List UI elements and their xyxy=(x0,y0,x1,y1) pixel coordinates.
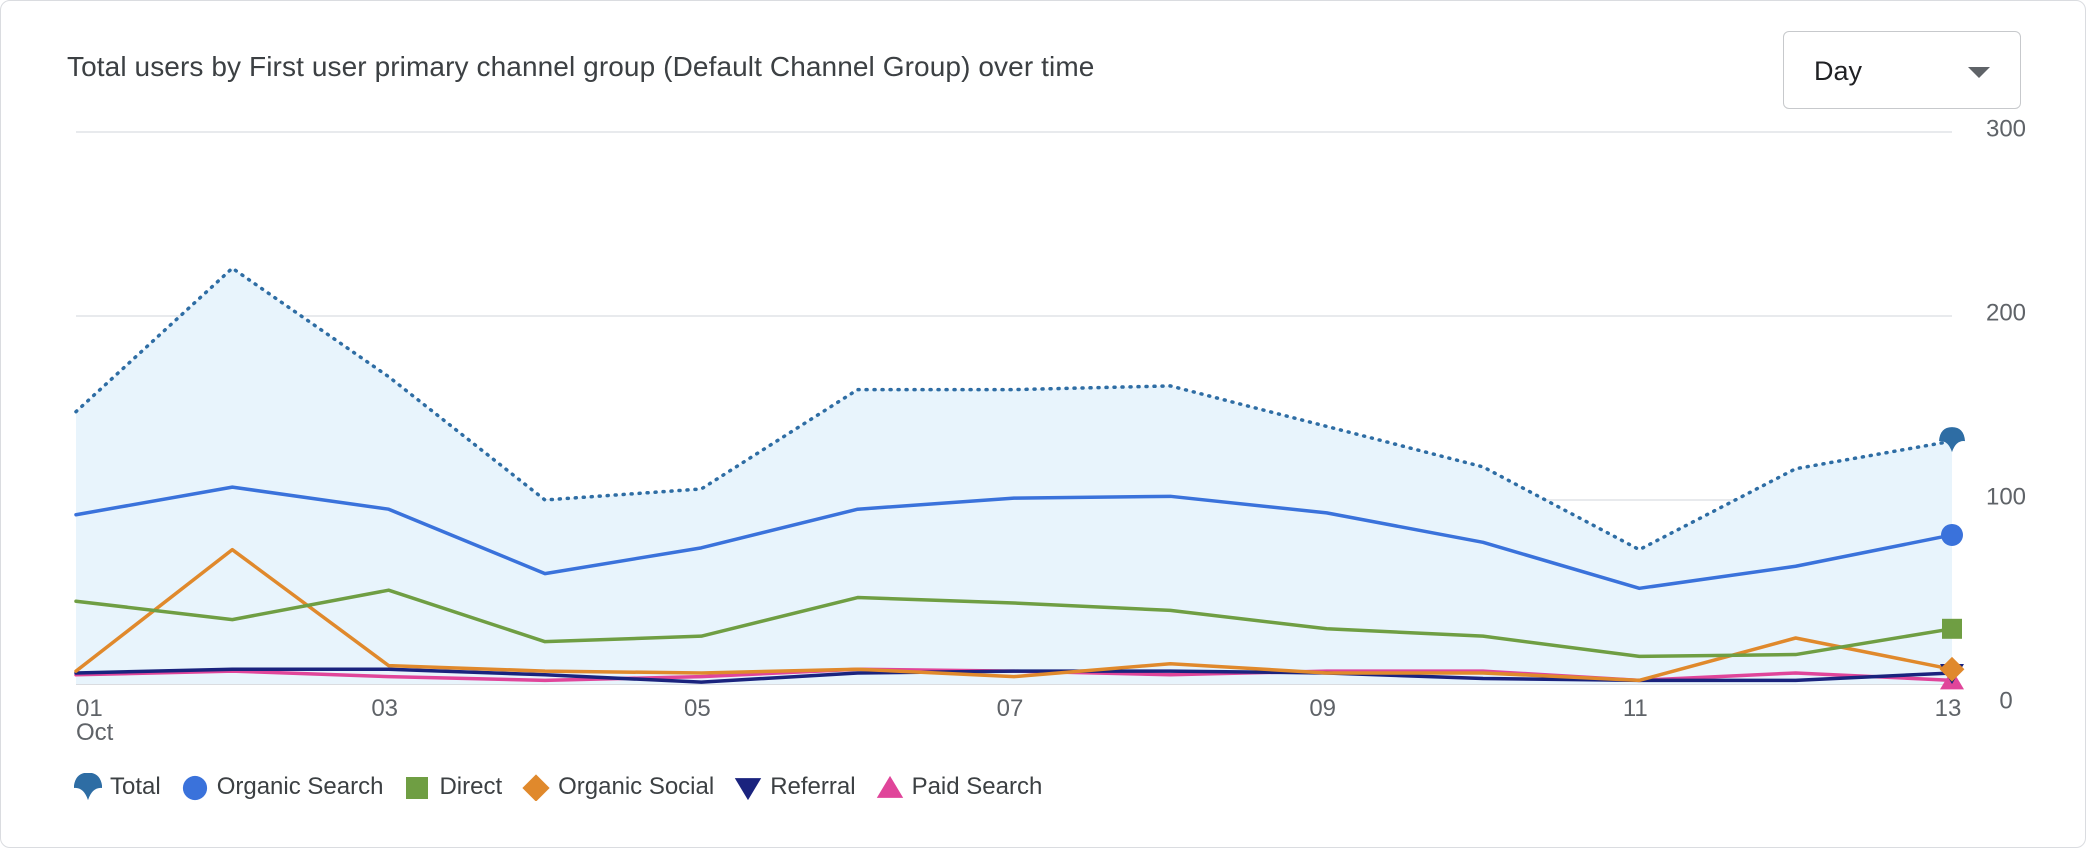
granularity-value: Day xyxy=(1814,56,1863,86)
chevron-down-icon xyxy=(1968,67,1990,78)
x-tick-label: 09 xyxy=(1309,695,1336,722)
legend-label: Organic Search xyxy=(216,773,384,800)
legend-label: Organic Social xyxy=(558,773,715,800)
data-point-total xyxy=(1939,427,1965,453)
x-tick-label: 01 xyxy=(76,695,103,722)
x-sub-label: Oct xyxy=(76,719,114,746)
legend-item-direct[interactable]: Direct xyxy=(403,773,502,801)
legend-circle-icon xyxy=(182,775,207,801)
x-tick-label: 03 xyxy=(371,695,398,722)
x-tick-label: 11 xyxy=(1623,695,1648,722)
series-area-total xyxy=(76,268,1952,684)
legend-item-organic_social[interactable]: Organic Social xyxy=(522,773,714,801)
y-tick-label: 200 xyxy=(1986,299,2026,326)
legend-item-referral[interactable]: Referral xyxy=(734,773,856,801)
data-point-organic_search xyxy=(1941,523,1963,546)
legend-label: Direct xyxy=(439,773,503,800)
y-tick-label: 300 xyxy=(1986,115,2026,142)
data-point-organic_social xyxy=(1939,656,1965,682)
legend-square-icon xyxy=(406,777,429,799)
legend-drop-icon xyxy=(74,773,102,801)
y-tick-label: 0 xyxy=(1999,687,2012,714)
x-tick-label: 07 xyxy=(997,695,1024,722)
legend-triangle-up-icon xyxy=(876,775,903,798)
legend-item-organic_search[interactable]: Organic Search xyxy=(181,773,384,801)
data-point-direct xyxy=(1942,618,1962,639)
y-tick-label: 100 xyxy=(1986,483,2026,510)
granularity-dropdown[interactable]: Day xyxy=(1783,31,2021,109)
legend-item-total[interactable]: Total xyxy=(74,773,161,801)
legend-label: Paid Search xyxy=(911,773,1043,800)
legend-item-paid_search[interactable]: Paid Search xyxy=(876,773,1043,801)
series-line-direct xyxy=(74,588,1954,659)
legend-label: Total xyxy=(110,773,161,800)
legend-triangle-down-icon xyxy=(735,778,762,801)
series-line-organic_social xyxy=(74,547,1954,683)
chart-legend: Total Organic Search Direct Organic Social R… xyxy=(74,770,1062,804)
series-line-organic_search xyxy=(74,485,1954,591)
legend-diamond-icon xyxy=(522,774,550,801)
legend-label: Referral xyxy=(770,773,856,800)
series-line-total xyxy=(74,266,1954,552)
chart-title: Total users by First user primary channe… xyxy=(67,51,1095,82)
x-tick-label: 13 xyxy=(1935,695,1962,722)
x-tick-label: 05 xyxy=(684,695,711,722)
